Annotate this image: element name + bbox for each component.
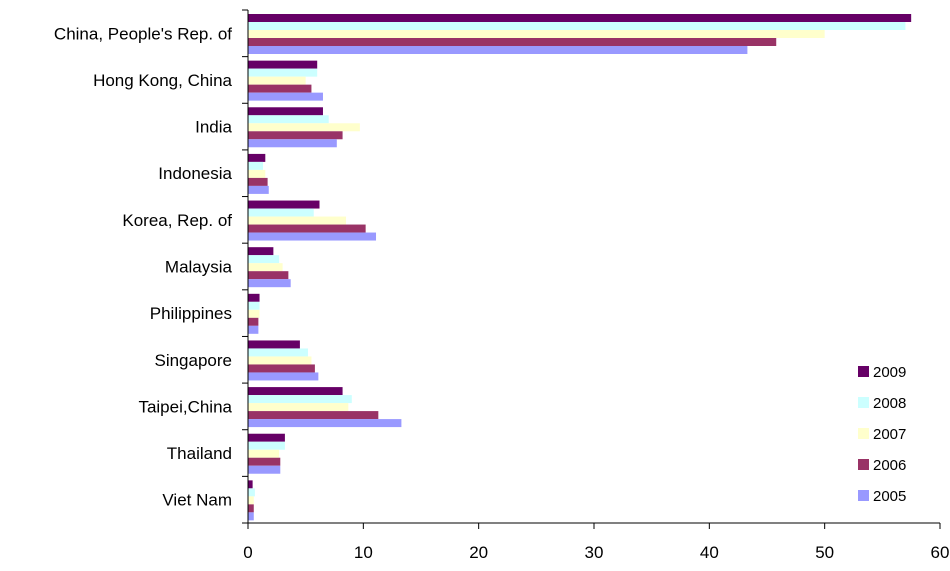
bar-taipei-china-2009 [248,387,343,396]
bar-india-2006 [248,131,343,140]
legend-swatch-2008 [858,397,869,408]
bar-hong-kong-china-2005 [248,92,323,101]
bar-malaysia-2008 [248,255,280,264]
bar-korea-rep-of-2005 [248,232,377,241]
bar-hong-kong-china-2008 [248,68,318,77]
tick-labels: 0 10 20 30 40 50 60 [243,543,949,562]
bar-philippines-2009 [248,293,260,302]
legend-swatch-2007 [858,428,869,439]
bar-malaysia-2007 [248,263,283,272]
x-tick-label-30: 30 [585,543,604,562]
bar-thailand-2009 [248,433,285,442]
bar-malaysia-2009 [248,247,274,256]
bar-india-2008 [248,115,329,124]
bar-thailand-2007 [248,449,280,458]
bar-singapore-2007 [248,356,312,365]
category-label-thailand: Thailand [167,444,232,463]
bar-singapore-2009 [248,340,300,349]
legend-label-2008: 2008 [873,395,906,412]
x-tick-label-40: 40 [700,543,719,562]
bar-indonesia-2005 [248,185,269,194]
legend-swatch-2009 [858,366,869,377]
bars-group [248,14,912,521]
x-tick-label-10: 10 [354,543,373,562]
bar-singapore-2008 [248,348,308,357]
bar-china-people-s-rep-of-2009 [248,14,912,22]
axes-group [242,9,941,529]
bar-korea-rep-of-2009 [248,200,320,209]
bar-thailand-2006 [248,457,281,466]
bar-malaysia-2006 [248,271,289,280]
category-label-singapore: Singapore [154,351,232,370]
bar-viet-nam-2005 [248,512,254,521]
bar-singapore-2005 [248,372,319,381]
bar-korea-rep-of-2008 [248,208,314,217]
bar-taipei-china-2008 [248,395,352,404]
bar-indonesia-2007 [248,169,266,178]
bar-philippines-2006 [248,317,259,326]
category-label-india: India [195,118,232,137]
bar-viet-nam-2008 [248,488,255,497]
legend: 2009 2008 2007 2006 2005 [858,364,906,505]
bar-philippines-2008 [248,301,260,310]
bar-thailand-2005 [248,465,281,474]
bar-india-2005 [248,139,337,148]
x-tick-label-20: 20 [469,543,488,562]
bar-hong-kong-china-2006 [248,84,312,93]
bar-indonesia-2006 [248,177,268,186]
category-label-indonesia: Indonesia [158,164,232,183]
bar-philippines-2007 [248,309,260,318]
bar-china-people-s-rep-of-2005 [248,46,748,54]
bar-china-people-s-rep-of-2008 [248,22,906,30]
category-label-philippines: Philippines [150,304,232,323]
category-label-viet-nam: Viet Nam [162,491,232,510]
legend-swatch-2005 [858,490,869,501]
category-label-china-people-s-rep-of: China, People's Rep. of [54,24,232,43]
bar-china-people-s-rep-of-2007 [248,30,825,38]
bar-viet-nam-2007 [248,496,254,505]
bar-thailand-2008 [248,441,285,450]
bar-singapore-2006 [248,364,315,373]
bar-india-2007 [248,123,360,132]
bar-taipei-china-2005 [248,419,402,428]
category-label-korea-rep-of: Korea, Rep. of [122,211,232,230]
category-label-taipei-china: Taipei,China [138,397,232,416]
x-tick-label-60: 60 [931,543,950,562]
legend-label-2009: 2009 [873,364,906,381]
bar-korea-rep-of-2007 [248,216,347,225]
bar-hong-kong-china-2009 [248,60,318,69]
category-labels: China, People's Rep. of Hong Kong, China I… [54,24,233,509]
bar-indonesia-2008 [248,161,263,170]
legend-label-2006: 2006 [873,457,906,474]
bar-china-people-s-rep-of-2006 [248,38,777,46]
bar-viet-nam-2006 [248,504,254,513]
x-tick-label-0: 0 [243,543,252,562]
bar-viet-nam-2009 [248,480,253,489]
bar-philippines-2005 [248,325,259,334]
bar-india-2009 [248,107,323,116]
category-label-hong-kong-china: Hong Kong, China [93,71,232,90]
legend-swatch-2006 [858,459,869,470]
bar-indonesia-2009 [248,153,266,162]
bar-taipei-china-2007 [248,403,349,412]
legend-label-2007: 2007 [873,426,906,443]
legend-label-2005: 2005 [873,488,906,505]
bar-hong-kong-china-2007 [248,76,306,85]
category-label-malaysia: Malaysia [165,258,233,277]
bar-malaysia-2005 [248,279,291,288]
bar-taipei-china-2006 [248,411,379,420]
x-tick-label-50: 50 [815,543,834,562]
bar-korea-rep-of-2006 [248,224,366,233]
